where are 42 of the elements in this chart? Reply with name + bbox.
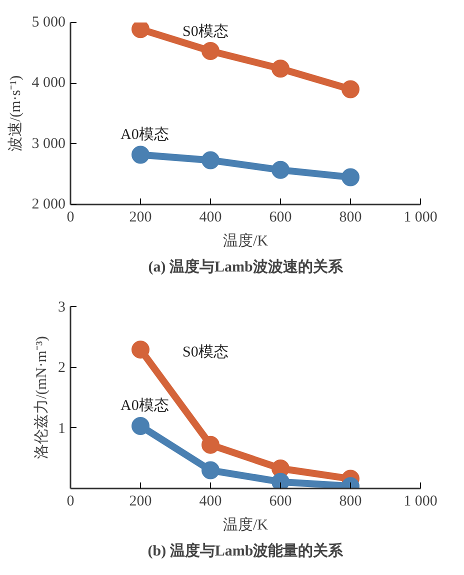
- y-axis-title: 洛伦兹力/(mN·m⁻³): [33, 336, 50, 459]
- point: [272, 160, 290, 179]
- point: [202, 461, 220, 480]
- x-tick-label: 600: [269, 210, 292, 226]
- x-tick-label: 200: [129, 210, 152, 226]
- y-tick-label: 3: [58, 300, 66, 316]
- x-tick-label: 400: [199, 210, 222, 226]
- x-tick-label: 800: [339, 494, 362, 510]
- text: (a) 温度与Lamb波波速的关系: [148, 258, 344, 276]
- series-label: A0模态: [120, 126, 169, 143]
- x-tick-label: 0: [66, 210, 74, 226]
- x-tick-label: 800: [339, 210, 362, 226]
- point: [132, 417, 150, 435]
- point: [342, 168, 360, 186]
- point: [272, 472, 290, 488]
- y-tick-label: 3 000: [32, 136, 66, 152]
- y-tick-label: 2 000: [32, 196, 66, 212]
- point: [202, 151, 220, 170]
- point: [342, 80, 360, 98]
- series-label: A0模态: [120, 397, 169, 414]
- point: [132, 22, 150, 38]
- x-axis-title: 温度/K: [223, 232, 268, 250]
- x-tick-label: 600: [269, 494, 292, 510]
- point: [132, 340, 150, 359]
- series-label: S0模态: [182, 344, 228, 361]
- x-tick-label: 0: [66, 494, 74, 510]
- y-tick-label: 1: [58, 420, 66, 437]
- point: [132, 146, 150, 164]
- point: [272, 60, 290, 78]
- x-tick-label: 200: [129, 494, 152, 510]
- x-axis-title: 温度/K: [223, 516, 268, 534]
- series-label: S0模态: [182, 23, 228, 40]
- text: (b) 温度与Lamb波能量的关系: [148, 542, 344, 560]
- y-tick-label: 2: [58, 360, 66, 376]
- y-axis-title: 波速/(m·s⁻¹): [6, 75, 24, 152]
- y-tick-label: 5 000: [32, 14, 66, 30]
- point: [202, 436, 220, 454]
- x-tick-label: 400: [199, 494, 222, 510]
- x-tick-label: 1 000: [404, 210, 438, 226]
- y-tick-label: 4 000: [32, 75, 66, 92]
- point: [202, 42, 220, 60]
- x-tick-label: 1 000: [404, 494, 438, 510]
